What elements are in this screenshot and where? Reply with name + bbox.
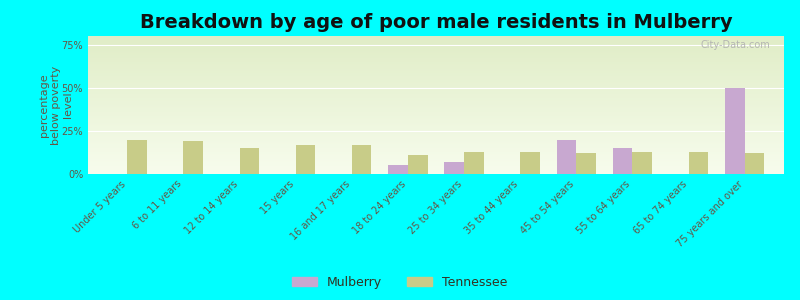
Bar [352, 145, 371, 174]
Legend: Mulberry, Tennessee: Mulberry, Tennessee [287, 271, 513, 294]
Bar [557, 140, 576, 174]
Text: City-Data.com: City-Data.com [700, 40, 770, 50]
Bar [576, 153, 596, 174]
Bar [745, 153, 764, 174]
Bar [296, 145, 315, 174]
Bar [408, 155, 427, 174]
Bar [725, 88, 745, 174]
Bar [633, 152, 652, 174]
Bar [127, 140, 147, 174]
Bar [464, 152, 484, 174]
Bar [613, 148, 633, 174]
Bar [388, 165, 408, 174]
Bar [445, 162, 464, 174]
Bar [183, 141, 203, 174]
Bar [520, 152, 540, 174]
Bar [239, 148, 259, 174]
Bar [689, 152, 708, 174]
Title: Breakdown by age of poor male residents in Mulberry: Breakdown by age of poor male residents … [140, 13, 732, 32]
Y-axis label: percentage
below poverty
level: percentage below poverty level [39, 65, 73, 145]
